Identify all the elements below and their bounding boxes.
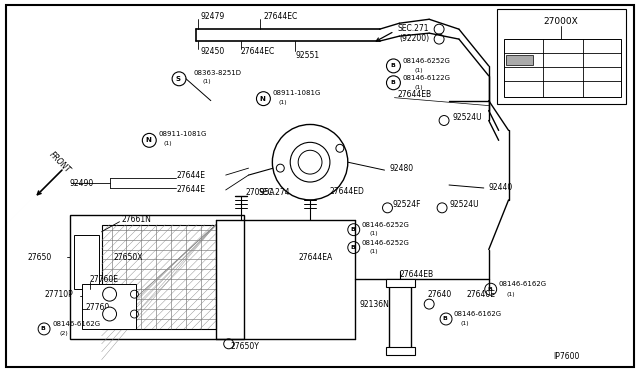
Text: 08363-8251D: 08363-8251D [194,70,242,76]
Bar [504,39,621,97]
Text: 92440: 92440 [489,183,513,192]
Text: 08911-1081G: 08911-1081G [273,90,321,96]
Text: 27644EC: 27644EC [241,46,275,55]
Text: 27095A: 27095A [246,189,275,198]
Bar [497,9,626,104]
Text: 27644E: 27644E [176,171,205,180]
Text: 27644EC: 27644EC [264,12,298,21]
Text: SEC.271: SEC.271 [397,24,429,33]
Text: 27000X: 27000X [544,17,579,26]
Bar [506,55,533,65]
Text: 27640: 27640 [427,290,451,299]
Text: 27661N: 27661N [122,215,152,224]
Text: 27644EB: 27644EB [399,270,433,279]
Text: B: B [443,317,447,321]
Text: N: N [259,96,266,102]
Text: (1): (1) [278,100,287,105]
Text: 27650X: 27650X [113,253,143,262]
Text: (2): (2) [60,331,68,336]
Text: 08146-6162G: 08146-6162G [454,311,502,317]
Text: B: B [390,80,395,85]
Bar [82,284,136,329]
Bar [74,235,99,289]
Text: 27710P: 27710P [44,290,73,299]
Text: 08146-6162G: 08146-6162G [52,321,100,327]
Bar [390,284,412,349]
Text: 27644E: 27644E [176,186,205,195]
Text: (1): (1) [370,231,378,236]
Text: (1): (1) [414,68,423,73]
Text: 92450: 92450 [201,46,225,55]
Text: 08146-6122G: 08146-6122G [403,75,451,81]
Text: 92551: 92551 [295,51,319,61]
Text: SEC.274: SEC.274 [259,189,290,198]
Text: 27640E: 27640E [467,290,496,299]
Text: 92524F: 92524F [392,201,421,209]
Text: (92200): (92200) [399,33,429,43]
Text: 27760E: 27760E [90,275,119,284]
Text: (1): (1) [203,79,211,84]
Text: B: B [350,245,355,250]
Text: 08146-6252G: 08146-6252G [362,222,410,228]
Text: (1): (1) [370,249,378,254]
Text: IP7600: IP7600 [553,352,580,361]
Text: 27644EB: 27644EB [397,90,431,99]
Text: 27644EA: 27644EA [298,253,332,262]
Text: 08146-6252G: 08146-6252G [362,240,410,246]
Bar [385,279,415,287]
Text: 08146-6252G: 08146-6252G [403,58,451,64]
Text: (1): (1) [507,292,515,297]
Text: 92479: 92479 [201,12,225,21]
Text: 27650Y: 27650Y [230,342,260,351]
Text: B: B [487,287,492,292]
Text: (1): (1) [414,85,423,90]
Text: B: B [390,63,395,68]
Bar [385,347,415,355]
Text: 92480: 92480 [390,164,413,173]
Text: 92524U: 92524U [449,201,479,209]
Circle shape [102,287,116,301]
Circle shape [273,125,348,200]
Text: (1): (1) [461,321,470,327]
Text: B: B [41,326,45,331]
Text: N: N [145,137,151,143]
Text: 27650: 27650 [28,253,51,262]
Circle shape [102,307,116,321]
Text: 27760: 27760 [86,302,110,312]
Text: B: B [350,227,355,232]
Bar [102,225,216,329]
Text: FRONT: FRONT [47,150,72,174]
Text: 92524U: 92524U [452,113,482,122]
Text: 08146-6162G: 08146-6162G [499,281,547,287]
Text: (1): (1) [163,141,172,146]
Text: S: S [175,76,180,82]
Circle shape [290,142,330,182]
Bar [70,215,244,339]
Text: 92136N: 92136N [360,299,390,309]
Text: 92490: 92490 [70,179,94,187]
Text: 08911-1081G: 08911-1081G [158,131,207,137]
Text: 27644ED: 27644ED [330,187,365,196]
